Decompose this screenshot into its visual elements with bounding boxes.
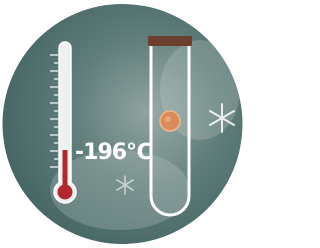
cell-nucleus [165, 116, 171, 122]
temperature-label: -196℃ [75, 140, 152, 165]
test-tube [148, 36, 192, 215]
tube-cap [148, 36, 192, 46]
cryo-icon: -196℃ [0, 0, 245, 248]
thermometer-mercury [63, 150, 68, 190]
page: {"label": "-196℃"} -196℃ [0, 0, 245, 248]
